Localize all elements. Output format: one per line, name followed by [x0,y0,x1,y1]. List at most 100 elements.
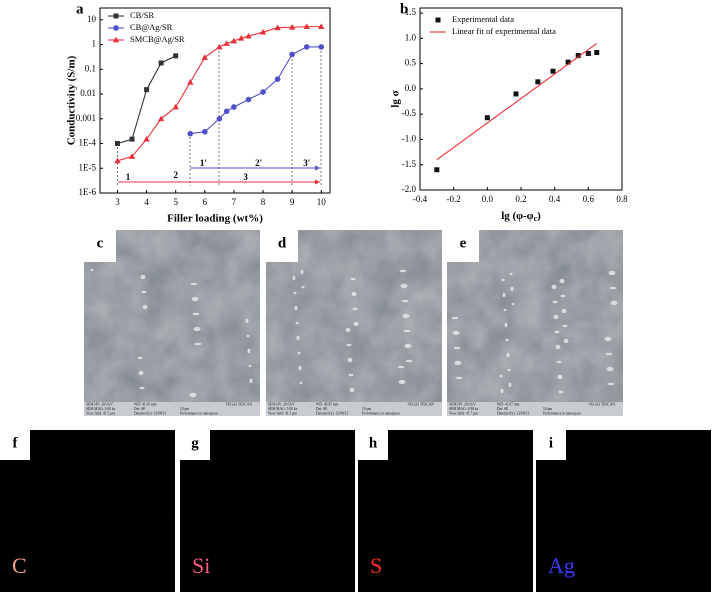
sem-info-text: 10 μm [362,407,371,411]
sem-info-text: WD: 40.95 mm [316,402,339,406]
marker [434,167,440,173]
sem-info-text: Date(m/d/y): 12/08/21 [497,411,529,415]
particle [293,291,297,295]
y-tick-label: 1 [92,39,97,49]
particle [299,381,303,385]
sem-info-text: Det: SE [497,407,509,411]
particle [552,300,558,304]
x-tick-label: 0.2 [515,194,526,204]
x-tick-label: 8 [261,197,266,207]
particle [141,290,147,294]
particle [507,368,511,372]
panel-label: e [460,235,467,251]
particle [554,330,560,334]
marker [303,23,310,30]
y-tick-label: 0.5 [405,58,417,68]
sem-info-text: SEM HV: 20.0 kV [449,402,476,406]
particle [292,275,296,281]
sem-info-text: Det: SE [316,407,328,411]
sem-info-text: SEM MAG: 5.00 kx [268,407,298,411]
series-line [190,46,322,135]
sem-info-text: Performance in nanospace [180,411,218,415]
y-tick-label: 0.0 [405,83,417,93]
panel-label-box [84,230,116,262]
particle [508,382,512,388]
particle [90,268,94,272]
particle [245,318,249,324]
sem-info-bar [84,402,260,416]
sem-info-text: SEM HV: 20.0 kV [86,402,113,406]
particle [248,364,252,368]
sem-info-text: Performance in nanospace [543,411,581,415]
sem-info-text: View field: 41.5 μm [268,411,297,415]
panel-label-box [0,430,30,460]
annotation: 2 [173,170,178,180]
sem-info-text: Performance in nanospace [362,411,400,415]
panel-label-box [180,430,210,460]
x-axis-label-part: ) [537,210,541,222]
y-axis-label: lg σ [390,90,402,107]
sem-info-bar [266,402,442,416]
x-tick-label: 4 [144,197,149,207]
marker [144,87,150,93]
y-tick-label: -1.5 [402,159,417,169]
particle [501,278,505,282]
marker [223,40,230,46]
marker [158,60,164,66]
particle [398,379,406,385]
particle [605,352,613,356]
sem-info-text: WD: 41.07 mm [497,402,520,406]
particle [249,378,253,384]
panel-label: h [369,435,378,451]
x-tick-label: 0.8 [616,194,628,204]
x-tick-label: 3 [115,197,120,207]
sem-info-text: WD: 41.30 mm [134,402,157,406]
marker [223,108,230,115]
y-tick-label: 10 [87,14,97,24]
x-tick-label: 7 [232,197,237,207]
particle [401,299,409,303]
y-tick-label: 1.5 [405,7,417,17]
marker [202,128,208,135]
sem-info-text: Date(m/d/y): 12/08/21 [134,411,166,415]
particle [561,308,567,314]
sem-info-text: VEGA3 TESCAN [225,402,252,406]
series-line [117,55,176,145]
particle [296,335,300,341]
sem-info-text: View field: 41.5 μm [86,411,115,415]
annotation: 3 [243,172,248,182]
particle [502,292,506,298]
panel-label: b [400,1,408,17]
legend-marker [113,25,119,31]
sem-info-text: View field: 41.7 μm [449,411,478,415]
marker [550,68,556,74]
y-tick-label: 1E-6 [79,187,97,197]
particle [560,294,566,298]
panel-label: d [278,235,287,251]
sem-info-text: 10 μm [543,407,552,411]
panel-label: a [76,1,84,17]
sem-info-text: SEM MAG: 5.00 kx [86,407,116,411]
marker [260,89,266,95]
particle [556,360,562,364]
annotation: 2' [255,158,262,168]
particle [505,338,509,342]
particle [402,313,410,319]
marker [565,59,571,65]
particle [558,390,564,394]
marker [303,44,310,50]
marker [318,23,325,30]
x-tick-label: 10 [317,197,327,207]
y-tick-label: -2.0 [402,184,417,194]
particle [562,324,568,328]
marker [259,28,267,35]
particle [610,300,618,306]
marker [274,24,281,31]
marker [114,157,121,164]
marker [216,43,223,50]
series-line [436,42,598,161]
particle [352,307,358,311]
x-tick-label: 6 [203,197,208,207]
y-tick-label: 1.0 [405,32,417,42]
